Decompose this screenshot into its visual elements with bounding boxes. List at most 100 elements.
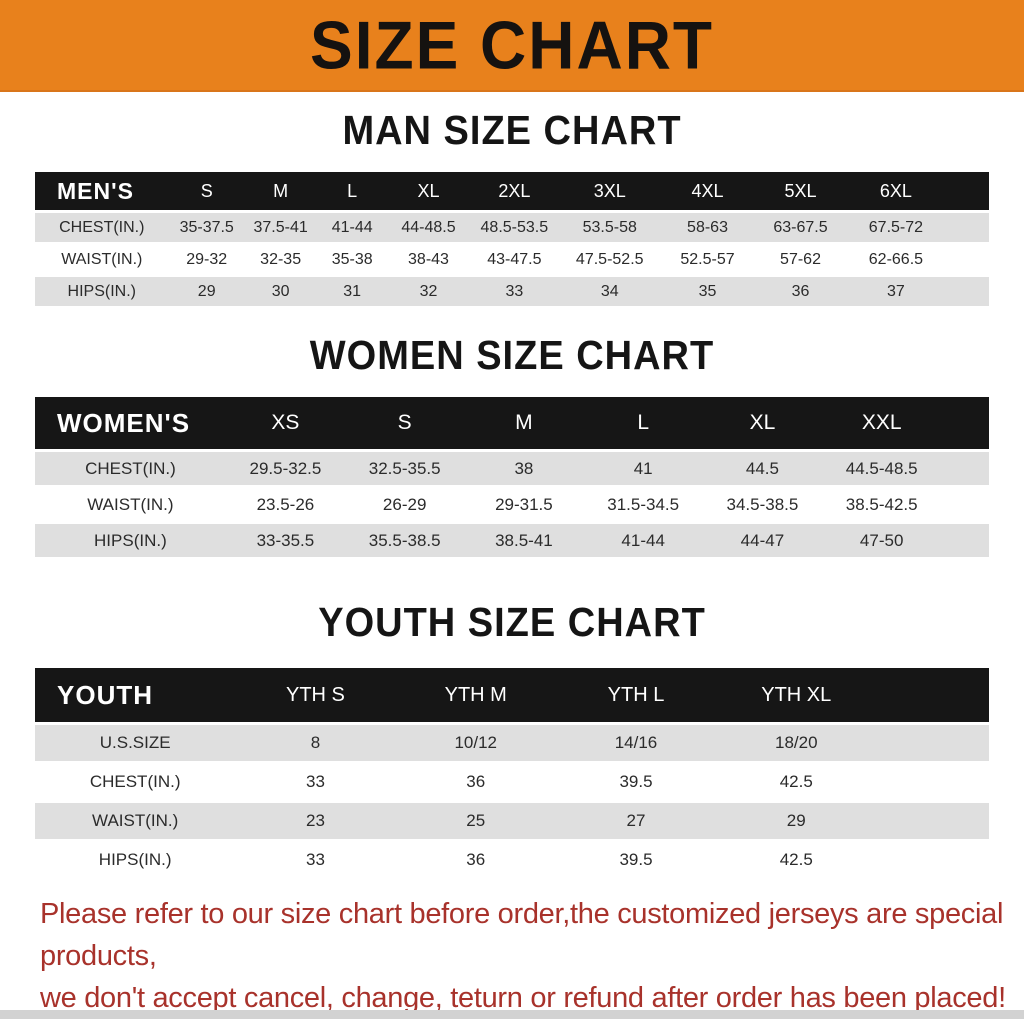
men-size-value-cell: 67.5-72 <box>845 213 946 242</box>
men-measure-row: CHEST(IN.) 35-37.5 37.5-41 41-44 44-48.5 48.5… <box>35 213 989 242</box>
women-row-label: HIPS(IN.) <box>35 524 226 557</box>
youth-size-column-header: YTH XL <box>716 668 877 722</box>
men-row-label: WAIST(IN.) <box>35 245 169 274</box>
youth-size-value-cell: 42.5 <box>716 842 877 878</box>
women-row-label: WAIST(IN.) <box>35 488 226 521</box>
women-size-value-cell: 29-31.5 <box>464 488 584 521</box>
women-size-value-cell: 26-29 <box>345 488 465 521</box>
men-size-value-cell: 38-43 <box>387 245 470 274</box>
women-size-value-cell: 47-50 <box>822 524 942 557</box>
women-size-value-cell: 33-35.5 <box>225 524 346 557</box>
men-header-row: MEN'S S M L XL 2XL 3XL 4XL 5XL 6XL <box>35 172 989 210</box>
women-corner-label: WOMEN'S <box>35 397 226 449</box>
men-size-column-header: S <box>168 172 245 210</box>
footer-note-line-2: we don't accept cancel, change, teturn o… <box>40 982 1006 1014</box>
youth-size-value-cell: 33 <box>235 842 396 878</box>
filler-cell <box>945 213 989 242</box>
men-size-value-cell: 29 <box>168 277 245 306</box>
youth-measure-row: WAIST(IN.) 23 25 27 29 <box>35 803 989 839</box>
bottom-strip <box>0 1010 1024 1019</box>
men-size-section: MAN SIZE CHART MEN'S S M L XL 2XL 3XL 4XL 5XL 6XL… <box>0 108 1024 309</box>
filler-cell <box>876 803 989 839</box>
men-size-value-cell: 34 <box>559 277 660 306</box>
women-size-column-header: XL <box>702 397 823 449</box>
men-size-value-cell: 43-47.5 <box>469 245 560 274</box>
women-size-value-cell: 44.5-48.5 <box>822 452 942 485</box>
men-size-value-cell: 32-35 <box>244 245 317 274</box>
men-size-value-cell: 52.5-57 <box>659 245 756 274</box>
filler-header-cell <box>945 172 989 210</box>
filler-header-cell <box>941 397 989 449</box>
men-size-value-cell: 37.5-41 <box>244 213 317 242</box>
youth-size-value-cell: 33 <box>235 764 396 800</box>
youth-size-value-cell: 25 <box>395 803 556 839</box>
men-size-value-cell: 41-44 <box>316 213 388 242</box>
women-size-value-cell: 34.5-38.5 <box>702 488 823 521</box>
women-size-value-cell: 32.5-35.5 <box>345 452 465 485</box>
men-size-column-header: XL <box>387 172 470 210</box>
women-size-value-cell: 23.5-26 <box>225 488 346 521</box>
men-size-value-cell: 37 <box>845 277 946 306</box>
filler-cell <box>876 725 989 761</box>
filler-cell <box>876 842 989 878</box>
men-size-value-cell: 63-67.5 <box>755 213 846 242</box>
men-size-value-cell: 30 <box>244 277 317 306</box>
youth-size-value-cell: 18/20 <box>716 725 877 761</box>
filler-cell <box>945 245 989 274</box>
women-size-column-header: S <box>345 397 465 449</box>
men-size-column-header: 3XL <box>559 172 660 210</box>
youth-row-label: CHEST(IN.) <box>35 764 236 800</box>
youth-size-value-cell: 27 <box>555 803 717 839</box>
youth-row-label: U.S.SIZE <box>35 725 236 761</box>
youth-corner-label: YOUTH <box>35 668 236 722</box>
youth-size-column-header: YTH M <box>395 668 556 722</box>
men-size-column-header: 6XL <box>845 172 946 210</box>
filler-cell <box>941 524 989 557</box>
youth-size-column-header: YTH S <box>235 668 396 722</box>
women-size-value-cell: 29.5-32.5 <box>225 452 346 485</box>
men-size-value-cell: 48.5-53.5 <box>469 213 560 242</box>
filler-cell <box>876 764 989 800</box>
filler-cell <box>945 277 989 306</box>
youth-size-value-cell: 8 <box>235 725 396 761</box>
youth-size-value-cell: 42.5 <box>716 764 877 800</box>
youth-row-label: WAIST(IN.) <box>35 803 236 839</box>
women-size-column-header: XS <box>225 397 346 449</box>
youth-size-table: YOUTH YTH S YTH M YTH L YTH XL U.S.SIZE 8 10/12… <box>35 665 989 881</box>
men-size-value-cell: 35 <box>659 277 756 306</box>
women-size-column-header: XXL <box>822 397 942 449</box>
women-row-label: CHEST(IN.) <box>35 452 226 485</box>
men-size-value-cell: 53.5-58 <box>559 213 660 242</box>
women-size-table: WOMEN'S XS S M L XL XXL CHEST(IN.) 29.5-32.5 32.5… <box>35 394 989 560</box>
filler-cell <box>941 452 989 485</box>
women-section-heading: WOMEN SIZE CHART <box>309 333 715 379</box>
youth-size-value-cell: 36 <box>395 764 556 800</box>
youth-measure-row: CHEST(IN.) 33 36 39.5 42.5 <box>35 764 989 800</box>
men-size-value-cell: 44-48.5 <box>387 213 470 242</box>
women-size-column-header: L <box>583 397 703 449</box>
men-size-value-cell: 62-66.5 <box>845 245 946 274</box>
women-size-value-cell: 38.5-42.5 <box>822 488 942 521</box>
women-size-value-cell: 31.5-34.5 <box>583 488 703 521</box>
youth-size-value-cell: 39.5 <box>555 764 717 800</box>
title-banner: SIZE CHART <box>0 0 1024 92</box>
women-size-section: WOMEN SIZE CHART WOMEN'S XS S M L XL XXL CHEST(… <box>0 333 1024 560</box>
youth-header-row: YOUTH YTH S YTH M YTH L YTH XL <box>35 668 989 722</box>
men-size-value-cell: 35-38 <box>316 245 388 274</box>
men-size-value-cell: 35-37.5 <box>168 213 245 242</box>
men-size-value-cell: 57-62 <box>755 245 846 274</box>
youth-size-value-cell: 14/16 <box>555 725 717 761</box>
women-size-value-cell: 41 <box>583 452 703 485</box>
youth-size-value-cell: 10/12 <box>395 725 556 761</box>
men-row-label: CHEST(IN.) <box>35 213 169 242</box>
men-size-column-header: 5XL <box>755 172 846 210</box>
men-size-column-header: M <box>244 172 317 210</box>
footer-note: Please refer to our size chart before or… <box>0 893 1024 1019</box>
men-row-label: HIPS(IN.) <box>35 277 169 306</box>
women-size-value-cell: 44.5 <box>702 452 823 485</box>
youth-measure-row: HIPS(IN.) 33 36 39.5 42.5 <box>35 842 989 878</box>
footer-note-line-1: Please refer to our size chart before or… <box>40 898 1004 972</box>
women-size-value-cell: 44-47 <box>702 524 823 557</box>
youth-section-heading: YOUTH SIZE CHART <box>318 600 706 646</box>
